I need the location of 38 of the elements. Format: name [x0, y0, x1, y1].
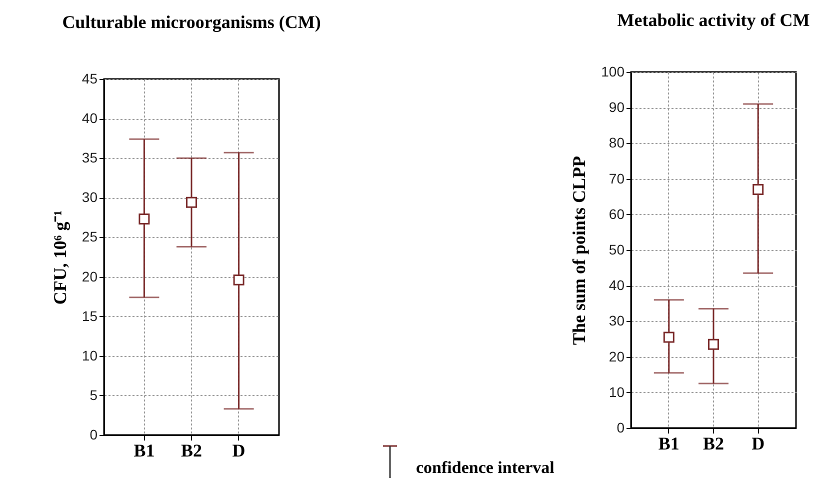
x-tick-label: D	[752, 434, 765, 454]
y-tick-label: 5	[90, 386, 98, 403]
y-tick-label: 10	[82, 347, 98, 364]
y-tick-label: 0	[616, 420, 625, 436]
y-tick-label: 100	[601, 64, 625, 80]
point	[752, 184, 764, 195]
point	[138, 214, 150, 225]
point	[186, 196, 197, 208]
chart-title: Culturable microorganisms (CM)	[62, 12, 321, 32]
y-tick-label: 15	[82, 308, 98, 324]
y-tick-label: 25	[82, 228, 98, 245]
x-tick-label: B1	[658, 434, 680, 454]
x-tick-label: B2	[180, 440, 202, 460]
y-tick-label: 45	[82, 70, 98, 86]
text: confidence interval	[416, 458, 554, 478]
point	[708, 338, 719, 350]
y-tick-label: 30	[82, 189, 98, 206]
x-tick-label: D	[232, 440, 246, 460]
y-tick-label: 20	[608, 348, 625, 364]
y-tick-label: 40	[608, 277, 625, 294]
y-tick-label: 70	[608, 170, 625, 186]
y-tick-label: 35	[82, 150, 98, 166]
y-tick-label: 80	[608, 134, 625, 151]
y-tick-label: 60	[608, 206, 625, 222]
point	[233, 274, 244, 286]
y-tick-label: 50	[608, 242, 625, 258]
x-tick-label: B2	[702, 434, 724, 454]
chart-title: Metabolic activity of CM	[617, 10, 810, 30]
y-tick-label: 20	[82, 268, 98, 284]
point	[663, 332, 674, 343]
x-tick-label: B1	[134, 440, 155, 460]
y-axis-title: CFU, 10⁶ g⁻¹	[50, 210, 70, 305]
y-axis-title: The sum of points CLPP	[569, 156, 590, 346]
y-tick-label: 40	[82, 110, 98, 126]
y-tick-label: 0	[90, 426, 98, 442]
y-tick-label: 90	[608, 99, 625, 116]
y-tick-label: 30	[608, 312, 625, 329]
y-tick-label: 10	[608, 384, 625, 400]
